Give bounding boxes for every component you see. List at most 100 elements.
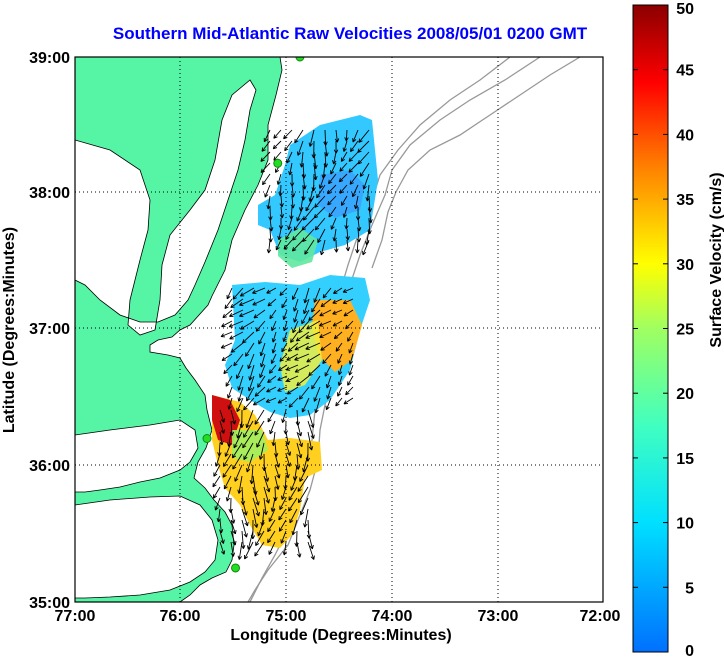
- colorbar-tick-label: 0: [685, 643, 694, 659]
- velocity-patch-middle-yellow: [280, 320, 322, 392]
- velocity-arrow: [303, 508, 309, 528]
- velocity-arrow: [307, 431, 314, 451]
- velocity-arrow: [287, 342, 299, 352]
- velocity-arrow: [318, 173, 326, 189]
- velocity-arrow: [230, 541, 236, 557]
- velocity-arrow: [220, 342, 233, 349]
- velocity-arrow: [302, 228, 315, 243]
- velocity-arrow: [232, 453, 243, 470]
- velocity-arrow: [355, 239, 360, 254]
- velocity-arrow: [269, 309, 277, 320]
- velocity-arrow: [246, 386, 255, 402]
- velocity-arrow: [342, 140, 348, 152]
- velocity-arrow: [265, 397, 277, 403]
- velocity-arrow: [290, 475, 298, 491]
- velocity-arrow: [221, 320, 233, 328]
- velocity-arrow: [278, 184, 283, 197]
- velocity-arrow: [293, 298, 299, 312]
- velocity-arrow: [229, 309, 244, 317]
- velocity-arrow: [299, 464, 309, 482]
- colorbar-tick-label: 15: [676, 451, 694, 468]
- velocity-arrow: [223, 475, 232, 490]
- velocity-arrow: [268, 541, 276, 555]
- velocity-arrow: [328, 173, 337, 185]
- velocity-arrow: [314, 397, 321, 414]
- velocity-arrow: [296, 206, 304, 222]
- velocity-arrow: [293, 217, 304, 231]
- velocity-arrow: [260, 353, 266, 368]
- x-tick-label: 76:00: [160, 608, 201, 625]
- velocity-arrow: [314, 195, 326, 208]
- velocity-arrow: [226, 287, 233, 300]
- velocity-arrow: [247, 353, 255, 370]
- velocity-arrow: [272, 140, 282, 150]
- velocity-arrow: [225, 375, 233, 387]
- velocity-arrow: [281, 409, 287, 423]
- grid-lines: [75, 57, 603, 602]
- velocity-arrow: [289, 508, 298, 524]
- velocity-arrow: [252, 497, 260, 517]
- velocity-arrow: [222, 464, 232, 478]
- velocity-arrow: [280, 530, 287, 544]
- velocity-arrow: [345, 386, 354, 396]
- colorbar-tick-label: 35: [676, 192, 694, 209]
- velocity-arrow: [256, 431, 265, 448]
- hf-radar-stations: [202, 57, 305, 573]
- velocity-arrow: [339, 162, 348, 172]
- velocity-arrow: [301, 309, 310, 325]
- y-axis-label: Latitude (Degrees:Minutes): [1, 227, 18, 433]
- velocity-arrow: [266, 195, 271, 210]
- velocity-arrow: [247, 375, 255, 392]
- velocity-arrow: [254, 420, 265, 436]
- velocity-arrow: [313, 206, 326, 219]
- velocity-arrow: [214, 497, 221, 511]
- velocity-arrow: [236, 364, 244, 379]
- y-tick-label: 35:00: [29, 595, 70, 612]
- velocity-arrow: [219, 420, 225, 434]
- velocity-arrow: [283, 239, 293, 250]
- velocity-arrow: [285, 375, 299, 382]
- velocity-arrow: [279, 353, 288, 362]
- velocity-arrow: [330, 162, 337, 175]
- velocity-arrow: [254, 409, 265, 425]
- velocity-arrow: [274, 475, 280, 490]
- velocity-arrow: [212, 486, 221, 499]
- velocity-arrow: [308, 309, 321, 322]
- velocity-arrow: [267, 519, 276, 533]
- velocity-arrow: [303, 287, 310, 304]
- velocity-arrow: [279, 195, 284, 208]
- velocity-arrow: [253, 309, 266, 319]
- velocity-arrow: [332, 228, 337, 242]
- velocity-arrow: [249, 464, 255, 485]
- velocity-arrow: [282, 541, 287, 556]
- velocity-arrow: [344, 129, 349, 142]
- velocity-arrow: [231, 442, 243, 459]
- velocity-arrow: [278, 519, 287, 532]
- velocity-arrow: [324, 364, 332, 377]
- velocity-arrow: [261, 140, 271, 152]
- colorbar-tick-label: 45: [676, 63, 694, 80]
- velocity-arrow: [325, 375, 332, 389]
- velocity-arrow: [268, 364, 277, 374]
- velocity-arrow: [280, 486, 287, 500]
- x-tick-label: 75:00: [266, 608, 307, 625]
- velocity-arrow: [255, 530, 265, 547]
- velocity-arrow: [243, 420, 254, 438]
- velocity-arrow: [322, 287, 332, 299]
- velocity-arrow: [333, 331, 343, 340]
- velocity-arrow: [285, 453, 292, 467]
- velocity-arrow: [267, 409, 276, 423]
- velocity-arrow: [281, 298, 288, 309]
- velocity-arrow: [344, 217, 349, 230]
- velocity-arrow: [263, 486, 270, 504]
- velocity-arrow: [290, 331, 299, 343]
- velocity-arrow: [340, 195, 348, 206]
- velocity-arrow: [288, 397, 299, 408]
- velocity-arrow: [242, 331, 255, 344]
- velocity-arrow: [257, 375, 266, 388]
- velocity-arrow: [298, 320, 310, 334]
- velocity-arrow: [294, 364, 310, 373]
- velocity-arrow: [292, 228, 304, 241]
- velocity-arrow: [307, 409, 315, 428]
- velocity-arrow: [212, 475, 221, 488]
